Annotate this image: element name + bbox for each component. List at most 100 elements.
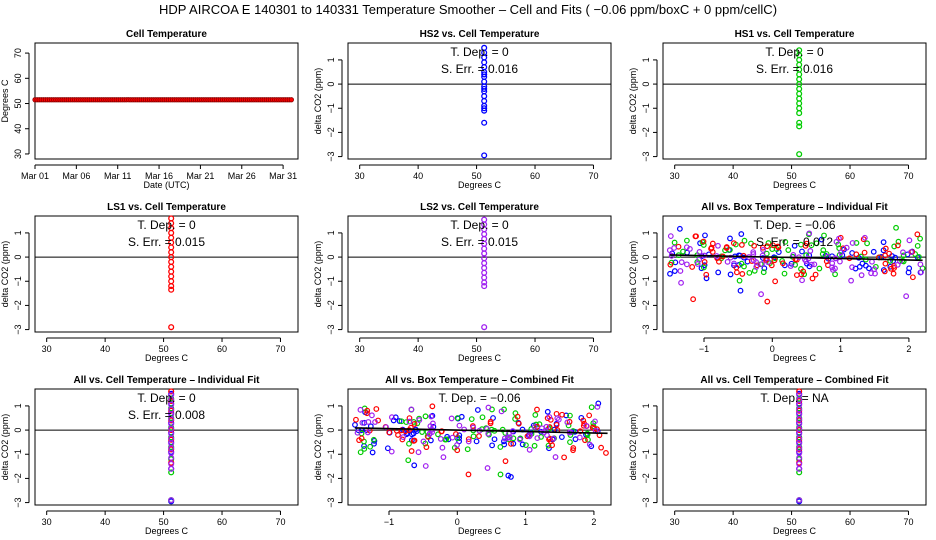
data-point	[353, 416, 359, 423]
data-point	[838, 249, 844, 256]
y-tick-label: 1	[641, 403, 651, 408]
x-axis-label: Degrees C	[145, 526, 189, 536]
x-tick-label: 50	[472, 171, 482, 181]
data-point	[481, 93, 488, 100]
data-point	[760, 247, 766, 253]
y-tick-label: −3	[326, 151, 336, 161]
data-point	[672, 259, 679, 266]
data-point	[505, 472, 512, 479]
y-tick-label: −2	[326, 300, 336, 310]
y-tick-label: 0	[13, 428, 23, 433]
data-point	[588, 404, 595, 411]
x-axis-label: Degrees C	[458, 180, 502, 190]
data-point	[544, 408, 551, 415]
data-point	[689, 264, 696, 270]
panel-p5: LS2 vs. Cell Temperature 30 40 50 60 70 Degree…	[313, 202, 612, 363]
data-point	[580, 417, 587, 424]
data-point	[383, 424, 389, 431]
data-point	[751, 242, 758, 249]
data-point	[474, 407, 481, 413]
data-point	[372, 419, 378, 425]
x-tick-label: −1	[699, 344, 709, 354]
data-point	[848, 277, 854, 284]
y-tick-label: −2	[326, 127, 336, 137]
y-tick-label: 70	[13, 48, 23, 58]
data-point	[456, 422, 463, 429]
data-point	[813, 240, 820, 247]
data-point	[880, 239, 887, 246]
data-point	[696, 249, 703, 255]
x-tick-label: Mar 01	[21, 171, 49, 181]
data-point	[809, 275, 816, 282]
data-point	[429, 403, 436, 410]
data-point	[554, 415, 561, 422]
data-point	[361, 445, 368, 452]
data-point	[832, 271, 838, 278]
y-tick-label: 0	[641, 82, 651, 87]
y-tick-label: 30	[13, 149, 23, 159]
x-tick-label: 50	[787, 517, 797, 527]
data-point	[357, 449, 364, 456]
data-point	[358, 435, 365, 442]
data-point	[534, 406, 540, 413]
data-point	[909, 274, 916, 281]
data-point	[796, 119, 803, 126]
data-point	[807, 248, 814, 254]
data-points	[168, 215, 175, 331]
x-tick-label: Mar 21	[186, 171, 214, 181]
data-point	[406, 415, 413, 422]
data-point	[914, 231, 921, 238]
x-tick-label: 0	[455, 517, 460, 527]
data-point	[168, 469, 175, 476]
y-axis-label: delta CO2 (ppm)	[313, 68, 323, 135]
data-point	[890, 270, 897, 277]
y-tick-label: −1	[326, 276, 336, 286]
data-point	[369, 412, 375, 419]
data-point	[799, 277, 805, 284]
data-point	[481, 260, 488, 267]
data-point	[430, 420, 436, 427]
data-point	[730, 240, 737, 247]
data-point	[727, 254, 734, 261]
data-point	[858, 272, 865, 279]
data-point	[802, 242, 809, 249]
data-point	[801, 271, 808, 278]
data-point	[870, 248, 877, 255]
x-tick-label: 50	[159, 517, 169, 527]
data-point	[595, 400, 602, 407]
data-point	[567, 439, 573, 446]
data-point	[481, 97, 488, 105]
x-tick-label: 30	[355, 344, 365, 354]
data-point	[454, 442, 460, 448]
data-point	[491, 436, 498, 443]
y-tick-label: 1	[641, 57, 651, 62]
data-point	[791, 242, 798, 249]
x-tick-label: 60	[845, 171, 855, 181]
data-point	[812, 271, 819, 278]
data-point	[481, 105, 488, 112]
data-point	[914, 242, 921, 249]
data-point	[514, 413, 521, 420]
x-tick-label: 70	[903, 517, 913, 527]
x-tick-label: Mar 11	[104, 171, 131, 181]
data-point	[408, 448, 415, 454]
data-point	[546, 445, 552, 452]
data-point	[872, 270, 878, 277]
data-point	[168, 258, 175, 265]
data-point	[856, 263, 863, 270]
x-tick-label: 2	[906, 344, 911, 354]
y-tick-label: 1	[13, 403, 23, 408]
y-tick-label: −2	[641, 127, 651, 137]
data-point	[422, 413, 429, 420]
x-tick-label: 70	[588, 344, 598, 354]
fit-annotation: T. Dep. = −0.06	[438, 391, 520, 405]
data-point	[534, 423, 541, 430]
data-point	[692, 233, 699, 240]
data-point	[481, 269, 488, 276]
data-point	[410, 437, 417, 444]
data-point	[498, 408, 505, 415]
data-point	[709, 249, 716, 255]
data-point	[406, 418, 413, 425]
data-point	[359, 419, 366, 426]
